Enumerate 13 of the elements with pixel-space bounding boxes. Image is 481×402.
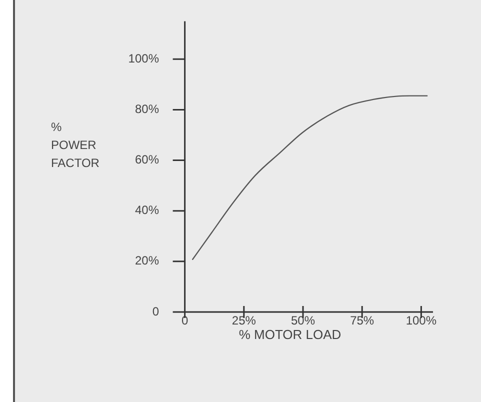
x-axis-title: % MOTOR LOAD (238, 327, 342, 342)
y-tick-label: 40% (134, 203, 160, 218)
y-tick-label: 20% (134, 254, 160, 268)
x-tick-label: 75% (350, 314, 374, 328)
y-axis-title: % POWER FACTOR (51, 119, 100, 172)
y-tick-label: 80% (134, 102, 160, 116)
x-tick-label: 50% (290, 314, 316, 328)
x-tick-label: 100% (406, 314, 437, 328)
x-tick-label: 25% (232, 314, 256, 328)
line-series (192, 95, 428, 260)
y-tick-label: 100% (128, 51, 160, 66)
y-tick-label: 0 (152, 304, 160, 318)
y-tick-label: 60% (134, 152, 160, 167)
